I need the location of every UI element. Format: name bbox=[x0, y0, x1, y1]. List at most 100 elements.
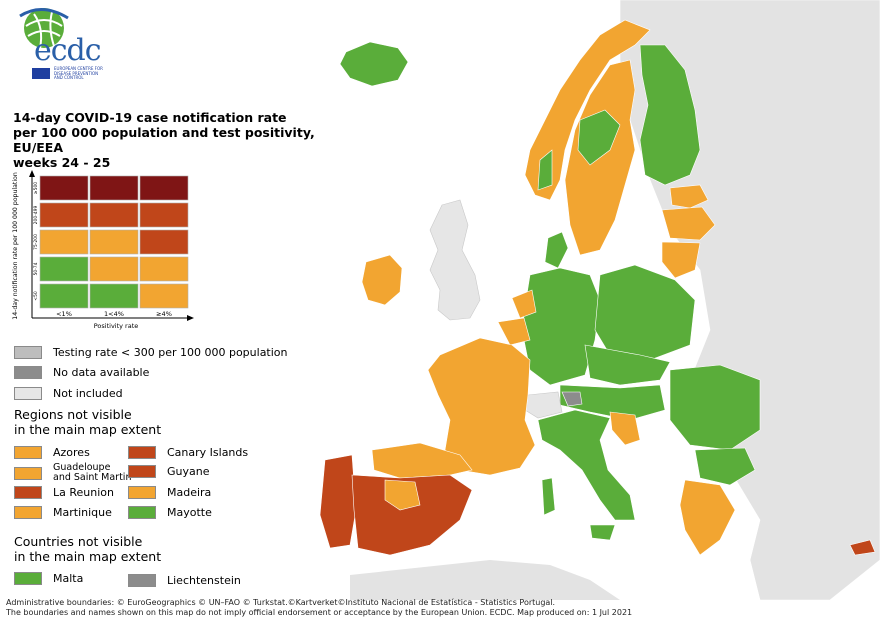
legend-testing-rate-label: Testing rate < 300 per 100 000 populatio… bbox=[53, 346, 288, 359]
region-guyane-label: Guyane bbox=[167, 465, 210, 478]
europe-map-svg bbox=[319, 0, 880, 601]
matrix-cell bbox=[139, 175, 189, 201]
region-mayotte-label: Mayotte bbox=[167, 506, 212, 519]
netherlands bbox=[511, 289, 537, 319]
matrix-col-label: ≥4% bbox=[156, 310, 172, 318]
countries-heading: Countries not visible in the main map ex… bbox=[14, 534, 162, 564]
non-eu-land-africa bbox=[350, 560, 620, 600]
country-malta-swatch bbox=[14, 572, 42, 585]
region-guadeloupe-swatch bbox=[14, 466, 42, 480]
matrix-cell bbox=[39, 283, 89, 309]
region-canary-swatch bbox=[128, 446, 156, 459]
belgium bbox=[497, 317, 531, 346]
region-martinique-label: Martinique bbox=[53, 506, 112, 519]
logo-tagline: EUROPEAN CENTRE FOR DISEASE PREVENTION A… bbox=[54, 66, 103, 80]
lithuania bbox=[661, 241, 701, 279]
matrix-x-axis-label: Positivity rate bbox=[94, 322, 139, 330]
ireland bbox=[361, 254, 403, 306]
matrix-row-label: 200-499 bbox=[33, 205, 39, 224]
country-liechtenstein-label: Liechtenstein bbox=[167, 574, 241, 587]
matrix-cell bbox=[89, 175, 139, 201]
spain-north bbox=[371, 442, 473, 479]
liechtenstein bbox=[561, 391, 583, 407]
spain-south bbox=[351, 474, 473, 556]
region-azores-swatch bbox=[14, 446, 42, 459]
country-liechtenstein-swatch bbox=[128, 574, 156, 587]
uk-land bbox=[429, 199, 481, 321]
matrix-y-axis-label: 14-day notification rate per 100 000 pop… bbox=[12, 172, 19, 320]
region-canary-label: Canary Islands bbox=[167, 446, 249, 459]
region-azores: Azores bbox=[14, 446, 90, 459]
portugal bbox=[319, 454, 357, 549]
sicily bbox=[589, 524, 616, 541]
norway bbox=[524, 19, 651, 201]
norway-green bbox=[537, 149, 553, 191]
matrix-cell bbox=[39, 202, 89, 228]
matrix-row-label: 50-74 bbox=[33, 262, 39, 275]
matrix-cell bbox=[89, 256, 139, 282]
country-malta: Malta bbox=[14, 572, 83, 585]
europe-map bbox=[290, 0, 880, 601]
finland bbox=[639, 44, 701, 186]
region-guadeloupe-label: Guadeloupe and Saint Martin bbox=[53, 462, 132, 483]
globe-icon bbox=[19, 8, 69, 49]
matrix-cell bbox=[139, 229, 189, 255]
matrix-row-label: ≥500 bbox=[33, 182, 39, 194]
region-mayotte-swatch bbox=[128, 506, 156, 519]
legend-testing-rate: Testing rate < 300 per 100 000 populatio… bbox=[14, 346, 288, 359]
region-guyane: Guyane bbox=[128, 465, 210, 478]
matrix-row-label: <50 bbox=[33, 291, 39, 301]
matrix-cell bbox=[139, 256, 189, 282]
matrix-cell bbox=[89, 283, 139, 309]
matrix-cell bbox=[39, 229, 89, 255]
region-martinique-swatch bbox=[14, 506, 42, 519]
austria-hungary bbox=[559, 384, 666, 421]
switzerland bbox=[524, 391, 563, 419]
matrix-cell bbox=[139, 283, 189, 309]
region-madeira: Madeira bbox=[128, 486, 211, 499]
spain-orange-area bbox=[384, 479, 421, 511]
matrix-cell bbox=[89, 202, 139, 228]
bulgaria bbox=[694, 447, 756, 486]
greece bbox=[679, 479, 736, 556]
matrix-cell bbox=[89, 229, 139, 255]
region-guadeloupe: Guadeloupe and Saint Martin bbox=[14, 463, 131, 483]
czechia-slovakia bbox=[584, 344, 671, 386]
france bbox=[427, 337, 536, 476]
matrix-row-label: 75-200 bbox=[33, 234, 39, 250]
ecdc-logo: ecdc EUROPEAN CENTRE FOR DISEASE PREVENT… bbox=[12, 6, 122, 81]
croatia bbox=[609, 411, 641, 446]
legend-no-data-label: No data available bbox=[53, 366, 150, 379]
country-liechtenstein: Liechtenstein bbox=[128, 574, 241, 587]
matrix-cell bbox=[39, 175, 89, 201]
iceland bbox=[339, 41, 409, 87]
matrix-col-label: 1<4% bbox=[104, 310, 124, 318]
matrix-col-label: <1% bbox=[56, 310, 72, 318]
swatch-grey-light bbox=[14, 346, 42, 359]
region-azores-label: Azores bbox=[53, 446, 90, 459]
poland bbox=[594, 264, 696, 361]
legend-not-included: Not included bbox=[14, 387, 123, 400]
regions-heading: Regions not visible in the main map exte… bbox=[14, 407, 162, 437]
region-canary-islands: Canary Islands bbox=[128, 446, 248, 459]
swatch-grey-dark bbox=[14, 366, 42, 379]
region-madeira-swatch bbox=[128, 486, 156, 499]
swatch-not-included bbox=[14, 387, 42, 400]
region-reunion-swatch bbox=[14, 486, 42, 499]
region-martinique: Martinique bbox=[14, 506, 112, 519]
matrix-cell bbox=[39, 256, 89, 282]
region-mayotte: Mayotte bbox=[128, 506, 212, 519]
footer-line-2: The boundaries and names shown on this m… bbox=[6, 607, 633, 617]
sardinia bbox=[541, 477, 556, 516]
region-madeira-label: Madeira bbox=[167, 486, 212, 499]
footer-line-1: Administrative boundaries: © EuroGeograp… bbox=[6, 598, 556, 607]
risk-matrix-legend: ≥500 200-499 75-200 50-74 <50 <1% 1<4% ≥4% 14-… bbox=[10, 168, 200, 333]
country-malta-label: Malta bbox=[53, 572, 84, 585]
map-title: 14-day COVID-19 case notification rate p… bbox=[13, 110, 315, 170]
matrix-cell bbox=[139, 202, 189, 228]
sweden-green bbox=[577, 109, 621, 166]
risk-matrix: ≥500 200-499 75-200 50-74 <50 <1% 1<4% ≥4% 14-… bbox=[12, 170, 194, 330]
region-reunion-label: La Reunion bbox=[53, 486, 114, 499]
legend-not-included-label: Not included bbox=[53, 387, 123, 400]
italy bbox=[537, 409, 636, 521]
